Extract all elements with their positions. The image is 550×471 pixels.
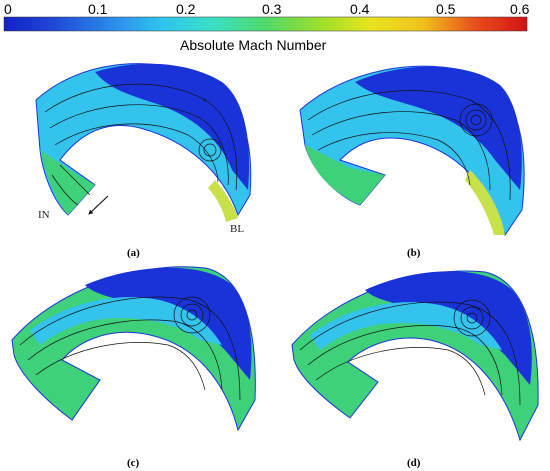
panel-a-yellow-tip bbox=[208, 180, 238, 222]
panel-d: (d) bbox=[291, 270, 539, 469]
panel-b-green-edge bbox=[305, 145, 385, 205]
panel-b-blue-region bbox=[355, 66, 522, 190]
panel-a-green-edge bbox=[40, 150, 95, 215]
colorbar-title: Absolute Mach Number bbox=[180, 37, 327, 53]
panel-c-blue-region bbox=[85, 267, 252, 380]
panel-d-streamlines bbox=[299, 299, 521, 406]
panel-c-cyan-band bbox=[30, 297, 222, 345]
panel-c-caption: (c) bbox=[127, 457, 140, 469]
colorbar-tick-3: 0.3 bbox=[262, 1, 282, 17]
panel-d-blue-region bbox=[365, 271, 532, 385]
colorbar-tick-6: 0.6 bbox=[510, 1, 530, 17]
panel-b-caption: (b) bbox=[407, 247, 421, 259]
colorbar-tick-0: 0 bbox=[4, 1, 12, 17]
panel-d-cyan-band bbox=[310, 302, 502, 350]
colorbar-tick-2: 0.2 bbox=[176, 1, 196, 17]
panel-c-streamlines bbox=[19, 296, 241, 401]
colorbar: 0 0.1 0.2 0.3 0.4 0.5 0.6 Absolute Mach … bbox=[3, 1, 530, 53]
panel-d-caption: (d) bbox=[407, 457, 421, 469]
panel-c: (c) bbox=[11, 266, 256, 469]
colorbar-tick-5: 0.5 bbox=[436, 1, 456, 17]
panel-a-label-bl: BL bbox=[230, 223, 244, 235]
panel-b-streamlines bbox=[307, 90, 511, 201]
colorbar-tick-4: 0.4 bbox=[350, 1, 370, 17]
panel-a-flow-arrow bbox=[88, 195, 109, 215]
panel-a-caption: (a) bbox=[127, 247, 140, 259]
panel-a-blue-region bbox=[95, 63, 250, 190]
panel-a: IN BL (a) bbox=[35, 63, 252, 259]
panel-b-yellow-edge bbox=[465, 170, 505, 235]
panel-b: (b) bbox=[299, 65, 525, 259]
colorbar-tick-1: 0.1 bbox=[88, 1, 108, 17]
panel-a-streamlines bbox=[44, 83, 238, 206]
panel-a-label-in: IN bbox=[38, 209, 50, 221]
colorbar-gradient bbox=[3, 16, 528, 32]
